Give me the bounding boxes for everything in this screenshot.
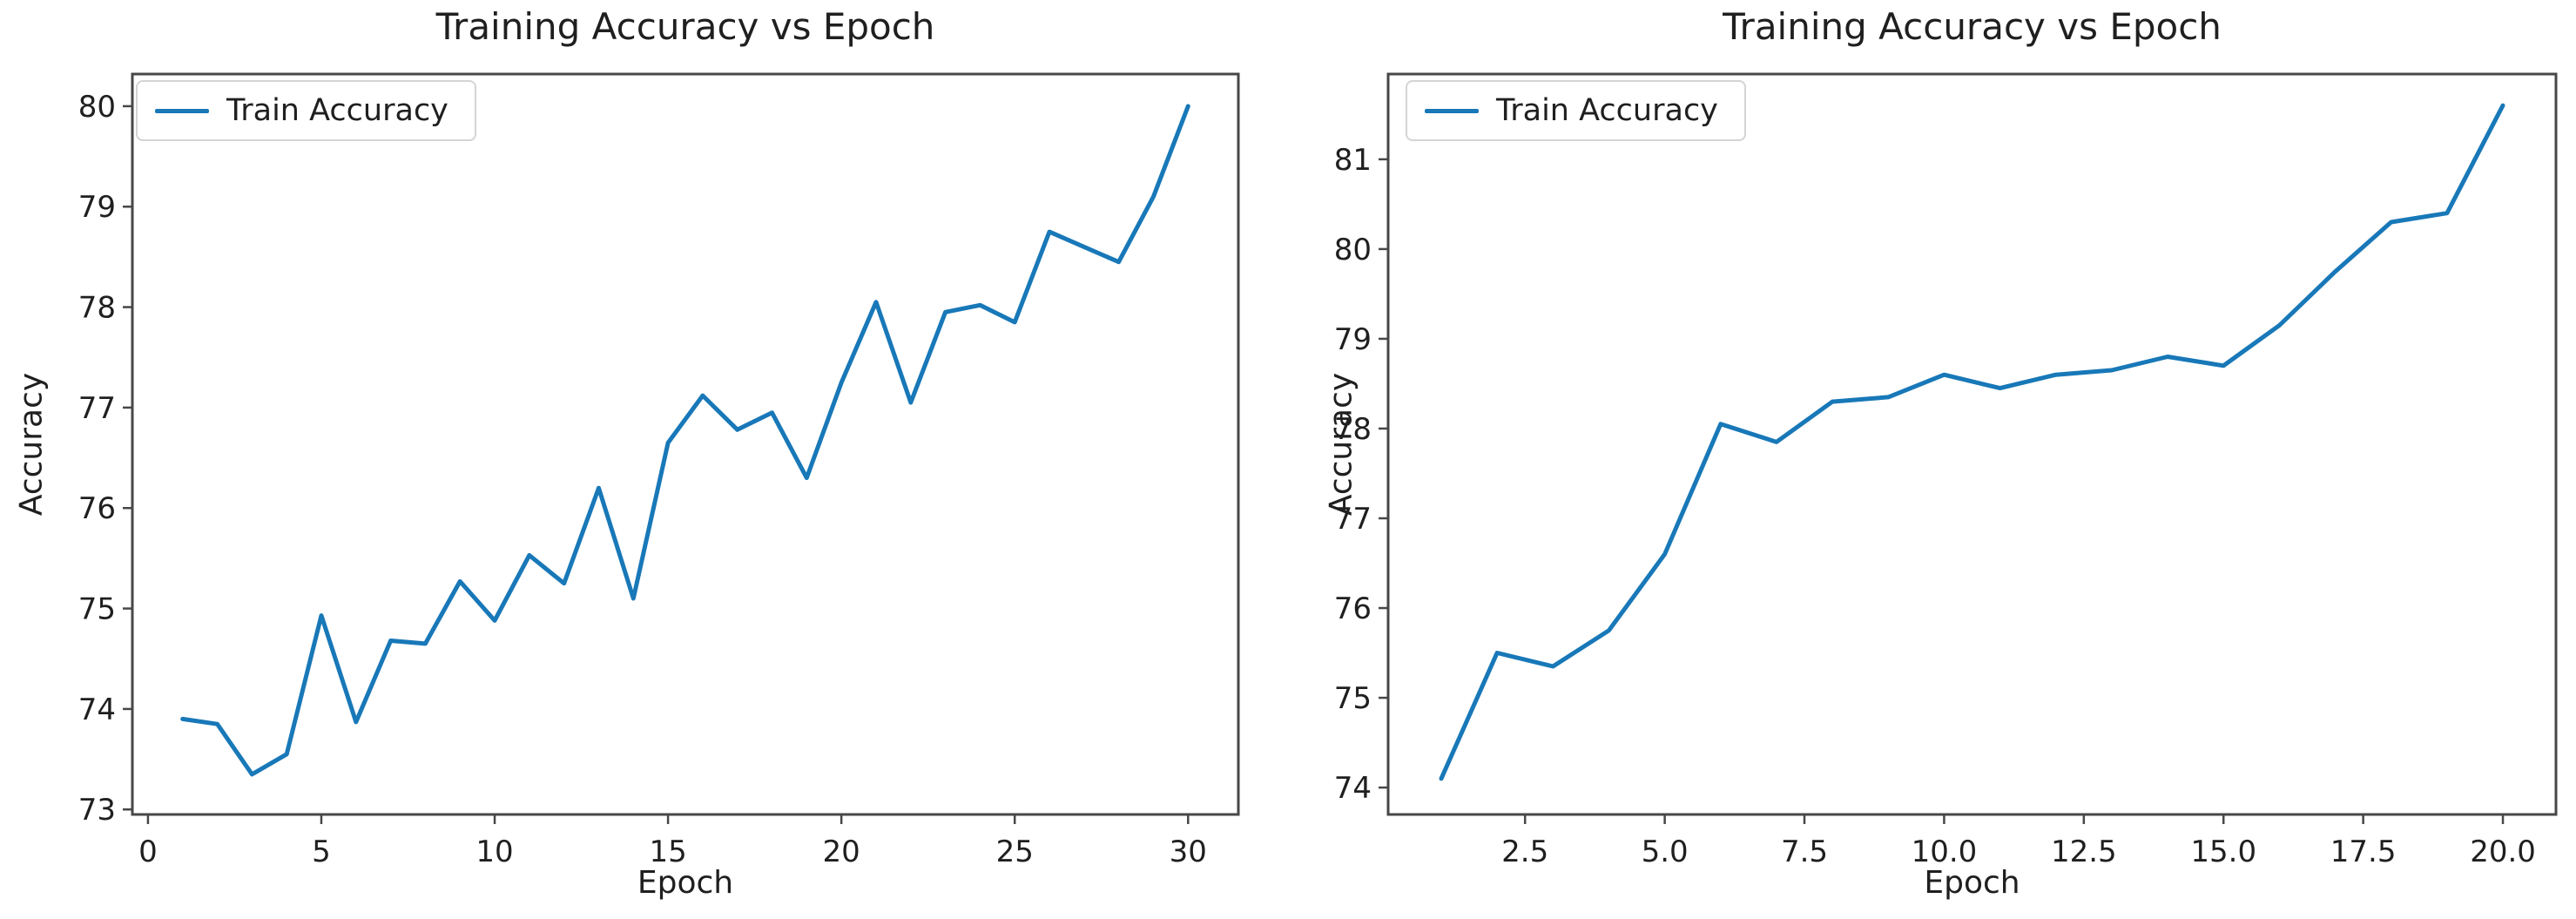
x-tick-label: 0 [138,835,158,869]
right-y-axis-label: Accuracy [1323,372,1359,517]
y-tick-label: 77 [78,391,116,426]
axes-spine [131,72,1240,816]
y-tick-label: 75 [78,592,116,627]
x-tick-label: 12.5 [2051,835,2117,869]
right-chart-title: Training Accuracy vs Epoch [1723,5,2222,48]
x-tick-label: 30 [1170,835,1207,869]
x-tick-label: 15 [649,835,686,869]
legend-line-swatch [155,108,209,113]
right-plot-svg: 2.5 5.0 7.5 10.0 12.5 15.0 17.5 20.0 74 75 76 77 78 7… [1334,72,2558,869]
right-legend: Train Accuracy [1406,80,1746,141]
left-chart-title: Training Accuracy vs Epoch [435,5,935,48]
y-tick-label: 78 [1334,412,1372,447]
legend-line-swatch [1425,108,1479,113]
x-tick-label: 2.5 [1501,835,1548,869]
y-tick-label: 73 [78,793,116,828]
y-tick-label: 79 [1334,322,1372,357]
legend-label: Train Accuracy [1496,93,1718,128]
x-tick-label: 7.5 [1781,835,1828,869]
left-y-axis-label: Accuracy [13,372,50,517]
y-tick-label: 81 [1334,143,1372,178]
right-chart: 2.5 5.0 7.5 10.0 12.5 15.0 17.5 20.0 74 75 76 77 78 7… [1289,0,2576,919]
left-plot-svg: 0 5 10 15 20 25 30 73 74 75 76 77 78 79 80 [78,72,1240,869]
x-tick-label: 15.0 [2190,835,2256,869]
y-tick-label: 74 [78,693,116,727]
left-legend: Train Accuracy [136,80,476,141]
y-tick-label: 76 [78,491,116,526]
y-tick-label: 74 [1334,771,1372,806]
y-tick-label: 78 [78,291,116,326]
axes-spine [1386,72,2558,816]
train-accuracy-line [180,104,1190,777]
x-tick-label: 10 [475,835,513,869]
x-tick-label: 20 [823,835,860,869]
right-x-axis-label: Epoch [1924,865,2020,901]
x-tick-label: 17.5 [2330,835,2397,869]
y-tick-label: 75 [1334,681,1372,716]
legend-label: Train Accuracy [226,93,448,128]
x-tick-label: 25 [996,835,1034,869]
y-tick-label: 77 [1334,502,1372,537]
x-tick-label: 10.0 [1912,835,1978,869]
y-tick-label: 80 [1334,233,1372,267]
y-tick-label: 79 [78,190,116,225]
y-tick-label: 80 [78,90,116,125]
train-accuracy-line [1439,103,2505,781]
y-tick-label: 76 [1334,591,1372,626]
x-tick-label: 20.0 [2470,835,2536,869]
left-x-axis-label: Epoch [637,865,734,901]
x-tick-label: 5 [312,835,331,869]
x-tick-label: 5.0 [1642,835,1689,869]
left-chart: 0 5 10 15 20 25 30 73 74 75 76 77 78 79 80 Training Ac… [13,5,1240,901]
